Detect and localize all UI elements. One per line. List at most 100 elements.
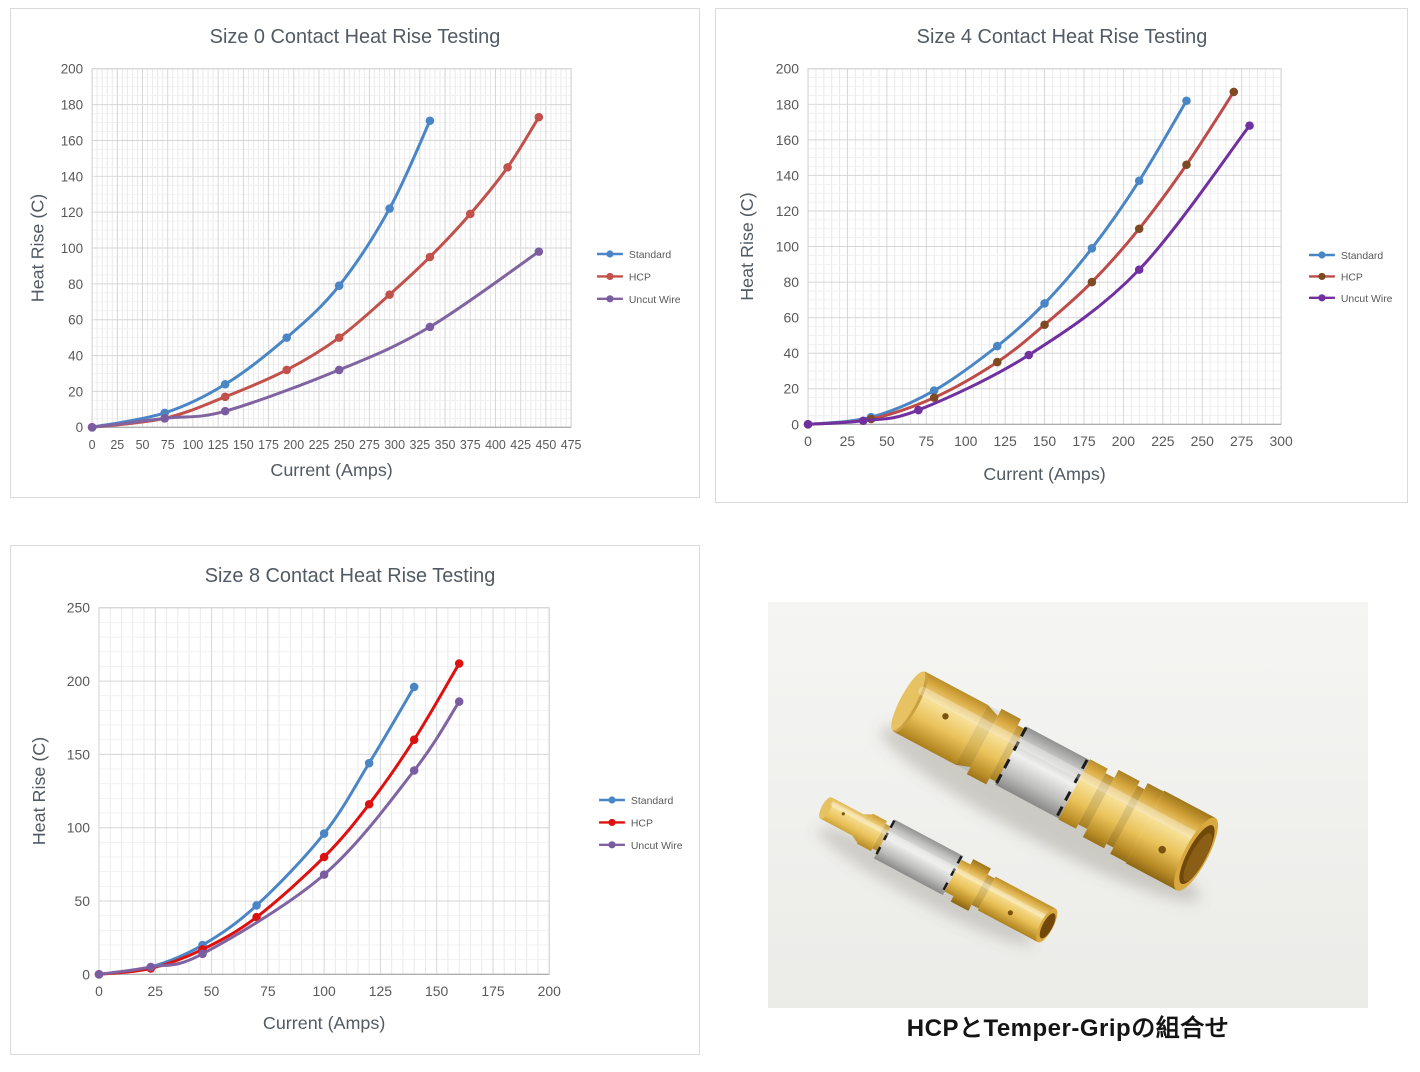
tick-label: 200 [538, 983, 562, 999]
tick-label: 275 [359, 438, 380, 452]
data-point-marker [425, 322, 435, 332]
tick-label: 0 [95, 983, 103, 999]
data-point-marker [465, 209, 475, 219]
sleeve-slits [995, 726, 1089, 817]
tick-label: 450 [536, 438, 557, 452]
tick-label: 160 [776, 132, 800, 148]
data-point-marker [858, 416, 868, 426]
legend-label: HCP [629, 272, 651, 283]
data-point-marker [803, 420, 813, 429]
x-axis-label: Current (Amps) [983, 464, 1105, 484]
tick-label: 100 [312, 983, 336, 999]
tick-label: 175 [481, 983, 505, 999]
legend-label: Standard [629, 250, 672, 261]
data-point-marker [220, 406, 230, 416]
data-point-marker [425, 252, 435, 262]
data-point-marker [1087, 244, 1097, 253]
data-point-marker [385, 204, 394, 213]
data-point-marker [319, 852, 329, 862]
data-point-marker [334, 333, 344, 342]
tick-label: 350 [435, 438, 456, 452]
legend-marker [606, 250, 614, 258]
tick-label: 50 [879, 433, 895, 449]
tick-label: 400 [485, 438, 506, 452]
tick-label: 100 [954, 433, 978, 449]
photo-caption: HCPとTemper-Gripの組合せ [906, 1015, 1230, 1042]
data-point-marker [1134, 224, 1144, 234]
chart-title: Size 4 Contact Heat Rise Testing [917, 26, 1208, 48]
size-4-chart: 0 25 50 75 100 125 150 175 200 225 250 275 300 0 20 40 6… [737, 26, 1392, 484]
tick-label: 200 [283, 438, 304, 452]
tick-label: 200 [776, 61, 800, 77]
tick-label: 100 [776, 239, 800, 255]
y-axis-ticks: 0 50 100 150 200 250 [67, 600, 91, 983]
temper-grip-sleeve [873, 819, 964, 896]
series-line-uncut-wire [90, 250, 541, 429]
tick-label: 175 [258, 438, 279, 452]
grid [91, 68, 572, 428]
tick-label: 125 [994, 433, 1018, 449]
data-point-marker [334, 365, 344, 375]
tick-label: 60 [68, 313, 83, 328]
tick-label: 100 [67, 820, 91, 836]
data-point-marker [364, 758, 374, 768]
y-axis-label: Heat Rise (C) [29, 737, 49, 845]
tick-label: 40 [68, 349, 83, 364]
data-point-marker [1040, 320, 1049, 330]
data-point-marker [319, 870, 329, 879]
tick-label: 180 [776, 96, 800, 112]
legend-marker [1318, 272, 1326, 281]
legend-marker [608, 796, 616, 804]
grid [98, 607, 550, 975]
size-0-chart-panel: 0 25 50 75 100 125 150 175 200 225 250 275 300 325 350… [10, 8, 700, 498]
size-8-chart-panel: 0 25 50 75 100 125 150 175 200 0 50 100 150 200 250 Siz… [10, 545, 700, 1055]
legend-label: Standard [631, 796, 674, 807]
tick-label: 150 [67, 746, 91, 762]
data-point-marker [1040, 299, 1049, 308]
legend-label: Uncut Wire [629, 295, 681, 306]
data-point-marker [534, 247, 544, 256]
legend-label: HCP [1341, 272, 1363, 283]
data-point-marker [385, 290, 394, 299]
series-uncut-wire [94, 697, 464, 979]
product-photo [768, 602, 1368, 1008]
data-point-marker [409, 766, 419, 775]
y-axis-ticks: 0 20 40 60 80 100 120 140 160 180 200 [61, 62, 83, 436]
tick-label: 75 [260, 983, 276, 999]
data-point-marker [992, 357, 1002, 367]
data-point-marker [282, 333, 292, 342]
tick-label: 50 [136, 438, 150, 452]
tick-label: 425 [510, 438, 531, 452]
data-point-marker [503, 163, 512, 172]
tick-label: 125 [369, 983, 393, 999]
data-point-marker [1087, 277, 1097, 287]
data-point-marker [425, 116, 435, 126]
data-point-marker [534, 112, 544, 122]
data-point-marker [146, 962, 156, 972]
tick-label: 180 [61, 98, 83, 113]
chart-title: Size 0 Contact Heat Rise Testing [210, 26, 501, 48]
series-uncut-wire [87, 247, 544, 432]
legend-label: Uncut Wire [631, 841, 683, 852]
legend-marker [1318, 294, 1326, 302]
legend-item-standard: Standard [1308, 251, 1383, 262]
tick-label: 100 [61, 241, 83, 256]
tick-label: 150 [1033, 433, 1057, 449]
x-axis-ticks: 0 25 50 75 100 125 150 175 200 225 250 275 300 325 350… [89, 438, 582, 452]
product-photo-illustration [768, 602, 1368, 1008]
tick-label: 25 [110, 438, 124, 452]
legend-item-uncut-wire: Uncut Wire [597, 295, 681, 306]
legend-item-standard: Standard [597, 250, 671, 261]
data-point-marker [929, 386, 939, 395]
data-point-marker [454, 659, 464, 668]
tick-label: 25 [840, 433, 856, 449]
series-line-hcp [90, 115, 541, 429]
tick-label: 150 [233, 438, 254, 452]
tick-label: 140 [776, 167, 800, 183]
tick-label: 225 [1151, 433, 1175, 449]
data-point-marker [1134, 265, 1144, 274]
size-8-chart: 0 25 50 75 100 125 150 175 200 0 50 100 150 200 250 Siz… [29, 565, 683, 1033]
data-point-marker [1229, 87, 1239, 97]
tick-label: 200 [1112, 433, 1136, 449]
x-axis-label: Current (Amps) [270, 460, 392, 480]
